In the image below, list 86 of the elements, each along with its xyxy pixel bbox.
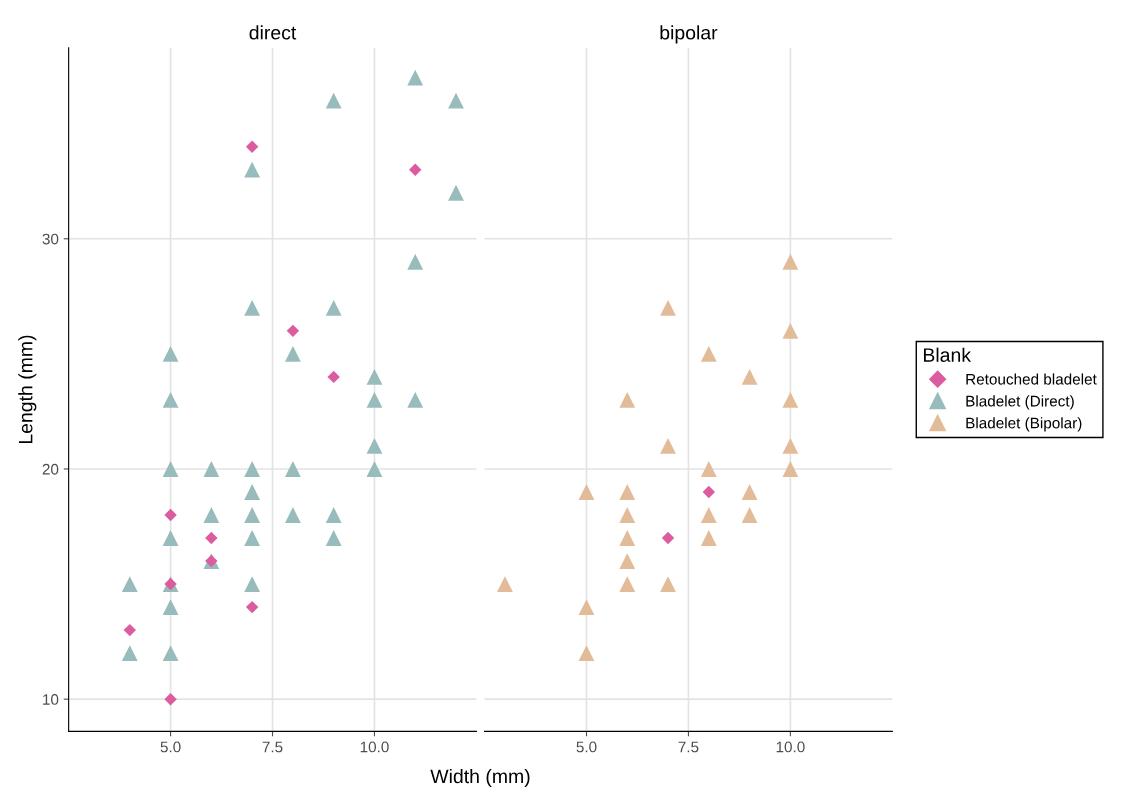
point [782, 438, 799, 454]
point [162, 530, 179, 546]
point [619, 507, 636, 523]
point [162, 345, 179, 362]
point [244, 299, 261, 316]
point [325, 530, 342, 546]
point [578, 599, 595, 616]
y-axis-title: Length (mm) [18, 335, 37, 444]
point [162, 391, 179, 408]
point [162, 461, 179, 477]
point [741, 507, 758, 523]
point [782, 391, 799, 408]
point [244, 576, 261, 592]
point [409, 163, 422, 176]
x-axis-title: Width (mm) [430, 768, 530, 788]
point [660, 299, 676, 316]
point [782, 322, 799, 339]
point [284, 461, 301, 477]
point [284, 345, 301, 362]
point [619, 576, 636, 592]
chart-title: direct [249, 25, 297, 40]
point [121, 576, 138, 592]
point [164, 692, 177, 706]
y-tick-label: 30 [42, 233, 59, 245]
point [205, 531, 218, 545]
point [578, 484, 595, 500]
point [660, 576, 676, 592]
x-tick-label: 7.5 [678, 741, 699, 753]
point [286, 324, 300, 338]
point [162, 599, 179, 616]
point [244, 161, 261, 178]
legend-label: Bladelet (Bipolar) [966, 417, 1082, 432]
point [245, 600, 259, 614]
point [407, 69, 424, 86]
point [700, 461, 717, 477]
point [661, 531, 675, 545]
legend-label: Bladelet (Direct) [966, 395, 1074, 410]
point [164, 508, 177, 522]
point [123, 623, 137, 637]
point [203, 507, 220, 523]
point [448, 92, 464, 109]
legend-title: Blank [923, 347, 972, 362]
point [619, 484, 636, 500]
point [284, 507, 301, 523]
point [325, 507, 342, 523]
chart-title: bipolar [660, 25, 718, 44]
y-tick-label: 20 [42, 463, 59, 475]
point [702, 485, 716, 499]
x-tick-label: 7.5 [262, 741, 283, 753]
point [578, 645, 595, 662]
x-tick-label: 5.0 [576, 741, 597, 753]
point [245, 140, 259, 153]
point [619, 391, 636, 408]
point [325, 299, 342, 316]
point [497, 576, 513, 592]
point [366, 368, 383, 385]
point [121, 645, 138, 662]
point [660, 438, 676, 454]
point [244, 507, 261, 523]
point [244, 461, 261, 477]
point [741, 484, 758, 500]
point [700, 345, 717, 362]
point [244, 530, 261, 546]
point [619, 553, 636, 569]
point [327, 370, 340, 384]
point [203, 461, 220, 477]
point [366, 391, 383, 408]
legend-label: Retouched bladelet [966, 373, 1097, 385]
point [700, 530, 717, 546]
point [782, 461, 799, 477]
y-tick-label: 10 [43, 694, 59, 705]
x-tick-label: 10.0 [360, 741, 389, 753]
point [782, 253, 799, 270]
x-tick-label: 5.0 [160, 741, 181, 753]
point [325, 92, 342, 109]
point [700, 507, 717, 523]
point [162, 645, 179, 662]
x-tick-label: 10.0 [776, 741, 805, 753]
point [366, 461, 383, 477]
point [407, 391, 424, 408]
point [741, 368, 758, 385]
point [619, 530, 636, 546]
point [366, 438, 383, 454]
point [407, 253, 424, 270]
point [244, 484, 261, 500]
point [448, 184, 464, 201]
